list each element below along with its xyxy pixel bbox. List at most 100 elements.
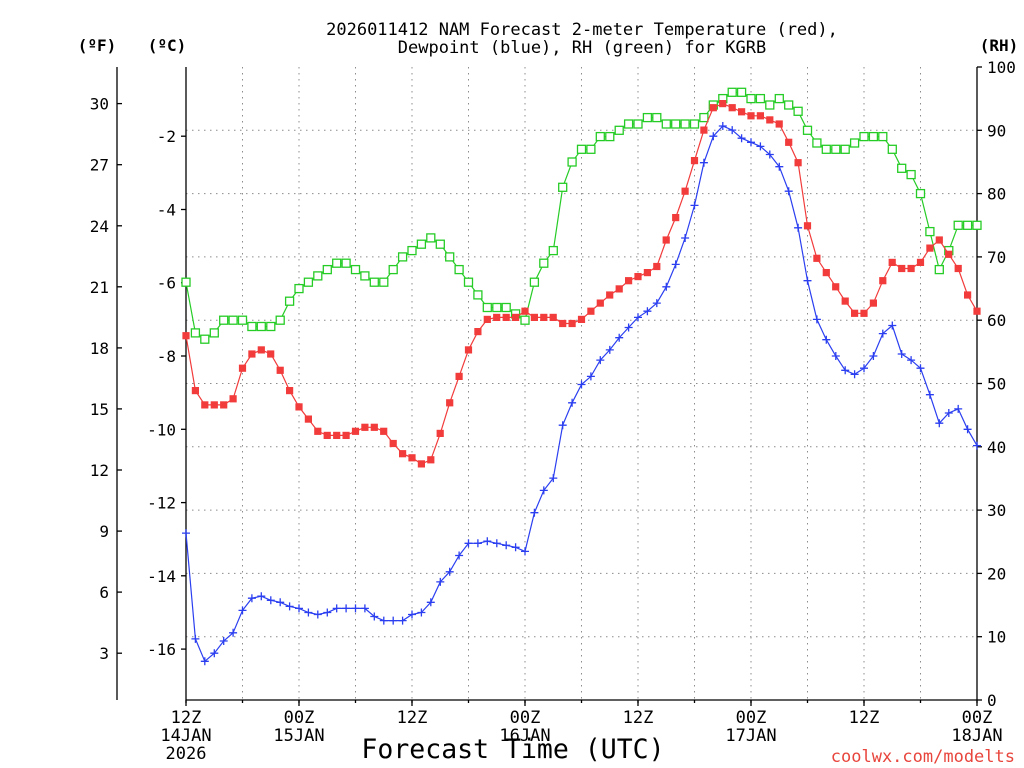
temperature-point xyxy=(832,283,840,291)
rh-tick-label: 40 xyxy=(987,438,1006,457)
rh-point xyxy=(793,106,803,116)
temperature-point xyxy=(399,450,407,458)
temperature-point xyxy=(276,366,284,374)
dewpoint-point xyxy=(191,634,200,643)
axes: 30272421181512963-2-4-6-8-10-12-14-16100… xyxy=(90,58,1016,710)
dewpoint-point xyxy=(351,604,360,613)
rh-point xyxy=(454,264,464,275)
rh-point xyxy=(520,315,530,325)
rh-point xyxy=(379,277,389,287)
rh-point xyxy=(699,112,709,123)
temperature-point xyxy=(493,313,501,321)
temperature-point xyxy=(295,403,303,411)
temperature-point xyxy=(201,401,209,409)
rh-point xyxy=(266,321,276,332)
temperature-point xyxy=(446,399,454,407)
rh-point xyxy=(605,131,615,142)
rh-point xyxy=(576,144,587,154)
temperature-point xyxy=(653,262,661,271)
temperature-point xyxy=(898,264,906,273)
dewpoint-point xyxy=(379,616,388,625)
temperature-point xyxy=(907,264,915,273)
dewpoint-point xyxy=(229,628,238,637)
temperature-point xyxy=(314,427,322,435)
temperature-point xyxy=(785,138,793,146)
celsius-tick-label: -14 xyxy=(147,567,176,586)
dewpoint-point xyxy=(266,596,275,605)
temperature-point xyxy=(380,427,388,435)
rh-point xyxy=(661,119,671,129)
rh-point xyxy=(350,264,361,275)
rh-point xyxy=(256,321,266,332)
temperature-point xyxy=(182,332,190,340)
temperature-point xyxy=(267,350,275,358)
temperature-point xyxy=(483,315,491,323)
temperature-point xyxy=(408,454,416,462)
temperature-point xyxy=(606,291,614,299)
dewpoint-point xyxy=(417,608,426,617)
temperature-point xyxy=(540,313,548,321)
dewpoint-point xyxy=(605,345,614,354)
rh-tick-label: 0 xyxy=(987,691,997,710)
rh-point xyxy=(878,131,888,142)
rh-tick-label: 90 xyxy=(987,121,1006,140)
temperature-point xyxy=(568,319,576,328)
rh-point xyxy=(755,93,766,104)
temperature-point xyxy=(709,104,717,112)
dewpoint-point xyxy=(332,604,341,613)
dewpoint-point xyxy=(963,425,972,434)
dewpoint-point xyxy=(728,126,737,135)
temperature-point xyxy=(351,427,360,435)
rh-point xyxy=(407,245,417,256)
temperature-point xyxy=(210,401,218,409)
dewpoint-point xyxy=(897,350,906,358)
dewpoint-point xyxy=(596,356,605,365)
temperature-point xyxy=(220,401,228,409)
celsius-tick-label: -8 xyxy=(157,347,176,366)
dewpoint-point xyxy=(671,260,680,269)
temperature-point xyxy=(662,236,670,244)
dewpoint-point xyxy=(916,364,925,373)
fahrenheit-tick-label: 21 xyxy=(90,278,109,297)
rh-point xyxy=(680,119,690,129)
rh-point xyxy=(200,334,210,344)
x-tick-label: 17JAN xyxy=(725,726,776,746)
fahrenheit-tick-label: 27 xyxy=(90,156,109,175)
fahrenheit-tick-label: 24 xyxy=(90,217,109,236)
rh-point xyxy=(294,283,304,294)
dewpoint-point xyxy=(907,356,916,365)
celsius-tick-label: -12 xyxy=(147,494,176,513)
rh-point xyxy=(529,277,540,287)
dewpoint-point xyxy=(295,604,303,613)
temperature-point xyxy=(841,297,849,305)
dewpoint-point xyxy=(888,321,897,330)
dewpoint-point xyxy=(502,541,511,550)
dewpoint-point xyxy=(304,608,313,617)
dewpoint-point xyxy=(709,132,718,141)
rh-point xyxy=(482,302,492,313)
x-tick-label: 15JAN xyxy=(273,726,324,746)
dewpoint-point xyxy=(624,323,633,332)
rh-point xyxy=(774,93,784,104)
dewpoint-point xyxy=(323,608,332,617)
x-tick-label: 12Z xyxy=(623,708,654,728)
dewpoint-point xyxy=(342,604,351,613)
dewpoint-point xyxy=(699,158,708,167)
temperature-point xyxy=(257,346,265,354)
dewpoint-series xyxy=(182,122,981,666)
rh-point xyxy=(784,100,794,110)
rh-point xyxy=(209,328,219,338)
dewpoint-point xyxy=(219,637,228,645)
temperature-point xyxy=(794,159,802,167)
temperature-point xyxy=(926,244,934,252)
rh-point xyxy=(887,144,897,154)
dewpoint-point xyxy=(954,404,963,413)
temperature-point xyxy=(954,264,962,273)
rh-point xyxy=(228,315,238,325)
rh-point xyxy=(313,271,323,281)
dewpoint-point xyxy=(182,529,190,538)
rh-point xyxy=(275,315,285,325)
rh-point xyxy=(416,239,427,249)
rh-point xyxy=(332,258,342,268)
